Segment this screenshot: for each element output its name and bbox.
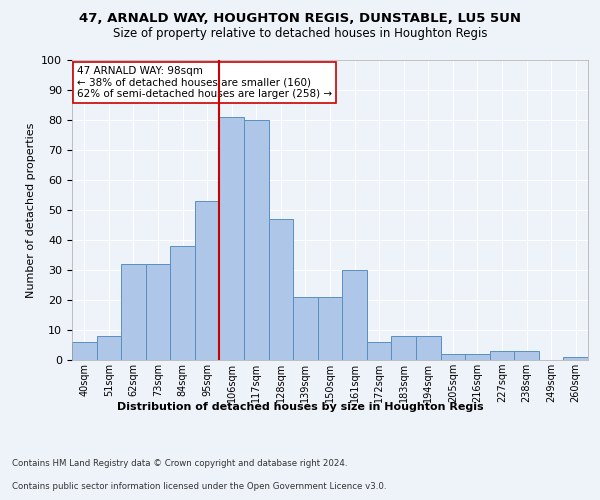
Bar xyxy=(170,246,195,360)
Bar xyxy=(367,342,391,360)
Text: Contains HM Land Registry data © Crown copyright and database right 2024.: Contains HM Land Registry data © Crown c… xyxy=(12,458,347,468)
Text: 47 ARNALD WAY: 98sqm
← 38% of detached houses are smaller (160)
62% of semi-deta: 47 ARNALD WAY: 98sqm ← 38% of detached h… xyxy=(77,66,332,99)
Bar xyxy=(146,264,170,360)
Y-axis label: Number of detached properties: Number of detached properties xyxy=(26,122,36,298)
Bar xyxy=(440,354,465,360)
Text: Size of property relative to detached houses in Houghton Regis: Size of property relative to detached ho… xyxy=(113,28,487,40)
Bar xyxy=(391,336,416,360)
Bar xyxy=(416,336,440,360)
Text: 47, ARNALD WAY, HOUGHTON REGIS, DUNSTABLE, LU5 5UN: 47, ARNALD WAY, HOUGHTON REGIS, DUNSTABL… xyxy=(79,12,521,26)
Bar xyxy=(563,357,588,360)
Bar xyxy=(293,297,318,360)
Bar xyxy=(244,120,269,360)
Bar xyxy=(97,336,121,360)
Bar xyxy=(514,351,539,360)
Bar xyxy=(195,201,220,360)
Bar xyxy=(220,117,244,360)
Text: Contains public sector information licensed under the Open Government Licence v3: Contains public sector information licen… xyxy=(12,482,386,491)
Bar xyxy=(465,354,490,360)
Bar xyxy=(342,270,367,360)
Bar xyxy=(318,297,342,360)
Bar xyxy=(72,342,97,360)
Bar xyxy=(121,264,146,360)
Text: Distribution of detached houses by size in Houghton Regis: Distribution of detached houses by size … xyxy=(116,402,484,412)
Bar xyxy=(269,219,293,360)
Bar xyxy=(490,351,514,360)
